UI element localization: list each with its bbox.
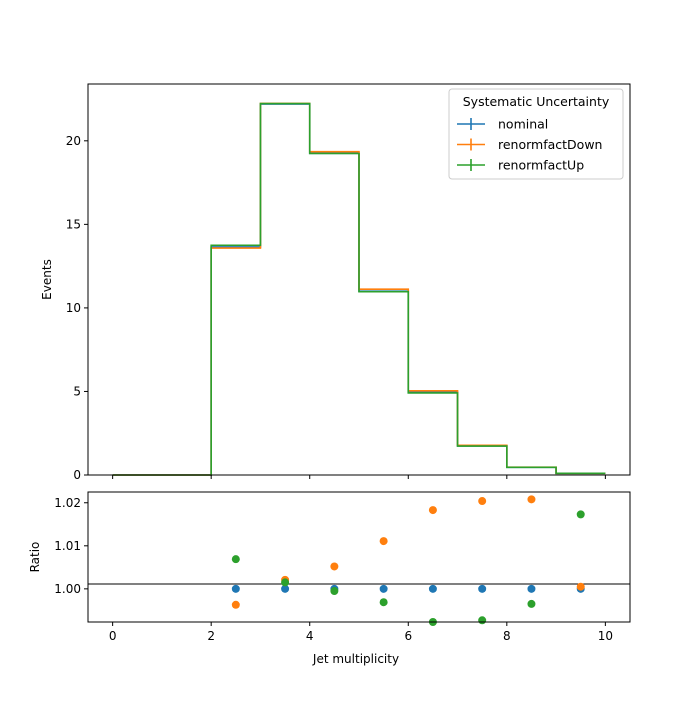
legend-entries: nominal renormfactDown renormfactUp	[457, 117, 602, 173]
ratio-point-nominal	[478, 584, 487, 593]
legend-entry-renormfactUp: renormfactUp	[457, 158, 584, 173]
ratio-point-renormfactUp	[281, 578, 290, 587]
ratio-x-tick-label: 10	[598, 629, 613, 643]
ratio-y-tick-label: 1.01	[54, 539, 81, 553]
main-y-tick-label: 5	[73, 384, 81, 398]
ratio-point-renormfactDown	[478, 497, 487, 506]
ratio-point-renormfactUp	[527, 599, 536, 608]
ratio-point-renormfactDown	[527, 495, 536, 504]
legend-box	[448, 88, 624, 180]
ratio-points-layer	[231, 495, 585, 626]
legend-entry-nominal: nominal	[457, 117, 548, 132]
ratio-point-renormfactDown	[231, 600, 240, 609]
ratio-point-renormfactUp	[330, 587, 339, 596]
ratio-y-tick-label: 1.02	[54, 496, 81, 510]
main-y-axis-label: Events	[40, 259, 54, 300]
ratio-x-ticks: 0 2 4 6 8 10	[109, 622, 613, 643]
legend-label: renormfactDown	[498, 137, 602, 152]
ratio-point-renormfactDown	[330, 562, 339, 571]
ratio-x-axis-label: Jet multiplicity	[312, 652, 399, 666]
main-x-ticks	[112, 475, 606, 479]
ratio-point-nominal	[527, 584, 536, 593]
ratio-point-renormfactUp	[576, 510, 585, 519]
ratio-plot-frame	[87, 491, 631, 623]
ratio-y-tick-label: 1.00	[54, 582, 81, 596]
ratio-point-renormfactDown	[576, 582, 585, 591]
ratio-panel: 1.00 1.01 1.02 0 2 4 6 8 10 Ratio Jet multiplic…	[28, 491, 631, 666]
ratio-point-renormfactUp	[379, 598, 388, 607]
legend-entry-renormfactDown: renormfactDown	[457, 137, 602, 152]
ratio-y-axis-label: Ratio	[28, 542, 42, 573]
ratio-y-ticks: 1.00 1.01 1.02	[54, 496, 88, 596]
ratio-point-nominal	[379, 584, 388, 593]
legend-label: renormfactUp	[498, 158, 584, 173]
ratio-point-nominal	[428, 584, 437, 593]
main-y-tick-label: 0	[73, 468, 81, 482]
main-y-ticks: 0 5 10 15 20	[66, 134, 88, 482]
ratio-point-nominal	[231, 584, 240, 593]
legend-title: Systematic Uncertainty	[463, 94, 610, 109]
ratio-x-tick-label: 2	[207, 629, 215, 643]
main-panel: 0 5 10 15 20 Events Systematic Uncertainty n…	[40, 83, 631, 482]
main-y-tick-label: 20	[66, 134, 81, 148]
histogram-series-renormfactUp	[112, 102, 606, 476]
main-plot-frame	[87, 83, 631, 476]
main-series-layer	[112, 102, 606, 476]
main-y-tick-label: 10	[66, 301, 81, 315]
ratio-point-renormfactUp	[231, 555, 240, 564]
legend: Systematic Uncertainty nominal renormfact…	[448, 88, 624, 180]
ratio-point-nominal	[281, 584, 290, 593]
main-y-tick-label: 15	[66, 217, 81, 231]
ratio-point-renormfactDown	[428, 506, 437, 515]
ratio-x-tick-label: 8	[503, 629, 511, 643]
ratio-point-renormfactDown	[379, 537, 388, 546]
ratio-x-tick-label: 4	[306, 629, 314, 643]
ratio-x-tick-label: 6	[404, 629, 412, 643]
legend-label: nominal	[498, 117, 548, 132]
ratio-x-tick-label: 0	[109, 629, 117, 643]
ratio-point-renormfactUp	[478, 616, 487, 625]
